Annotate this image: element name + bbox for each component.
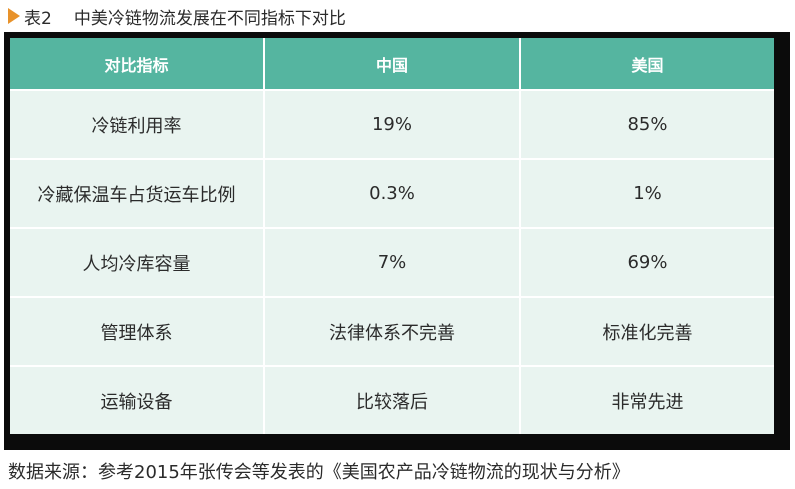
header-indicator: 对比指标 bbox=[10, 38, 265, 91]
comparison-table: 对比指标 中国 美国 冷链利用率 19% 85% 冷藏保温车占货运车比例 0.3… bbox=[10, 38, 774, 434]
row-usa-value: 非常先进 bbox=[520, 366, 774, 434]
row-indicator: 人均冷库容量 bbox=[10, 228, 265, 298]
data-source-note: 数据来源：参考2015年张传会等发表的《美国农产品冷链物流的现状与分析》 bbox=[8, 462, 630, 483]
row-china-value: 法律体系不完善 bbox=[264, 297, 521, 367]
header-china: 中国 bbox=[264, 38, 521, 91]
row-indicator: 冷链利用率 bbox=[10, 90, 265, 160]
row-usa-value: 1% bbox=[520, 159, 774, 229]
caption-title: 中美冷链物流发展在不同指标下对比 bbox=[73, 8, 346, 29]
row-indicator: 冷藏保温车占货运车比例 bbox=[10, 159, 265, 229]
row-china-value: 0.3% bbox=[264, 159, 521, 229]
table-row: 冷藏保温车占货运车比例 0.3% 1% bbox=[10, 159, 774, 229]
table-header-row: 对比指标 中国 美国 bbox=[10, 38, 774, 91]
row-china-value: 7% bbox=[264, 228, 521, 298]
row-usa-value: 85% bbox=[520, 90, 774, 160]
row-china-value: 19% bbox=[264, 90, 521, 160]
caption-marker-icon bbox=[8, 8, 20, 24]
row-usa-value: 标准化完善 bbox=[520, 297, 774, 367]
row-indicator: 管理体系 bbox=[10, 297, 265, 367]
table-caption: 表2 中美冷链物流发展在不同指标下对比 bbox=[8, 4, 346, 29]
table-row: 人均冷库容量 7% 69% bbox=[10, 228, 774, 298]
table-row: 管理体系 法律体系不完善 标准化完善 bbox=[10, 297, 774, 367]
row-indicator: 运输设备 bbox=[10, 366, 265, 434]
table-row: 运输设备 比较落后 非常先进 bbox=[10, 366, 774, 434]
table-row: 冷链利用率 19% 85% bbox=[10, 90, 774, 160]
caption-number: 表2 bbox=[24, 8, 52, 29]
header-usa: 美国 bbox=[520, 38, 774, 91]
row-china-value: 比较落后 bbox=[264, 366, 521, 434]
row-usa-value: 69% bbox=[520, 228, 774, 298]
